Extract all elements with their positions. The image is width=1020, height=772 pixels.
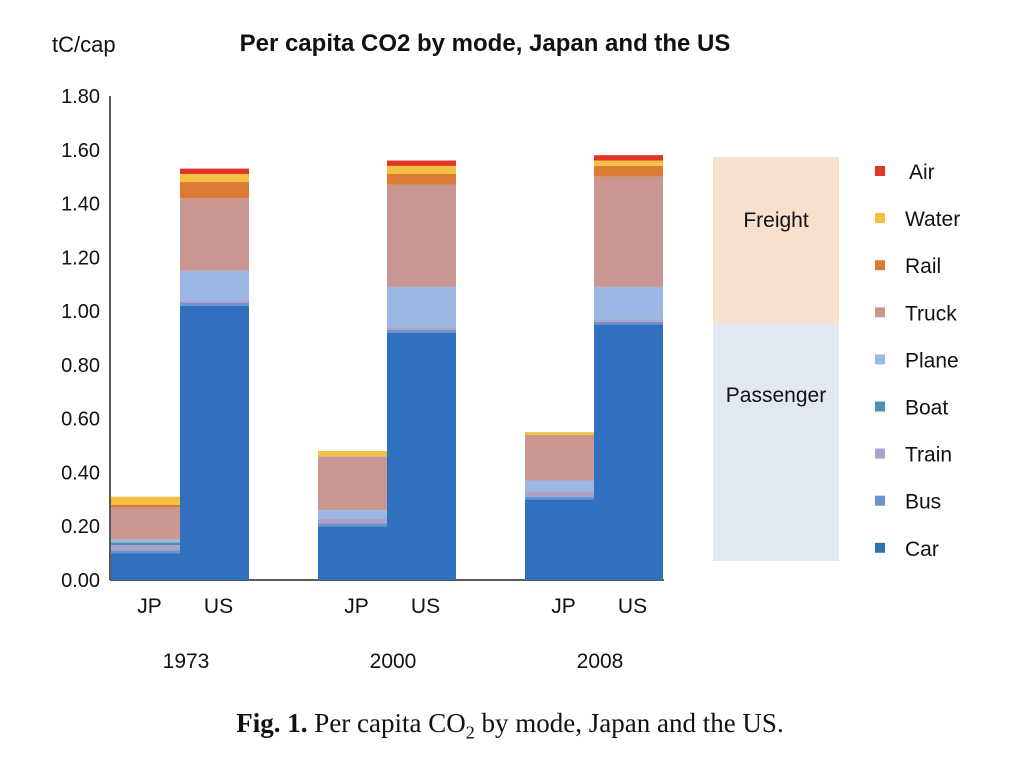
bar-segment-plane-us-1973 bbox=[180, 270, 249, 301]
bar-segment-bus-jp-1973 bbox=[111, 550, 180, 554]
bar-segment-truck-us-1973 bbox=[180, 198, 249, 271]
bar-segment-train-us-2000 bbox=[387, 327, 456, 330]
bar-segment-air-us-1973 bbox=[180, 168, 249, 174]
x-axis-labels: JP US 1973 JP US 2000 JP US 2008 bbox=[137, 595, 647, 673]
bar-segment-car-us-2000 bbox=[387, 332, 456, 580]
bar-segment-water-jp-1973 bbox=[111, 496, 180, 505]
bar-segment-train-jp-2008 bbox=[525, 491, 594, 497]
co2-stacked-bar-chart: tC/cap Per capita CO2 by mode, Japan and… bbox=[52, 30, 960, 673]
bar-segment-air-us-2008 bbox=[594, 155, 663, 161]
bar-segment-bus-jp-2008 bbox=[525, 496, 594, 500]
freight-region bbox=[713, 157, 839, 323]
bar-segment-car-jp-2008 bbox=[525, 499, 594, 580]
x-group-year-label: 2008 bbox=[577, 650, 624, 673]
x-bar-label: JP bbox=[137, 595, 162, 618]
bar-segment-bus-jp-2000 bbox=[318, 523, 387, 527]
bar-segment-train-us-1973 bbox=[180, 300, 249, 304]
bar-segment-rail-jp-1973 bbox=[111, 504, 180, 508]
y-tick-label: 0.40 bbox=[61, 462, 100, 484]
y-axis: 0.00 0.20 0.40 0.60 0.80 1.00 1.20 1.40 1.60 1.80 bbox=[61, 86, 664, 592]
bar-segment-water-jp-2008 bbox=[525, 432, 594, 435]
y-tick-label: 0.60 bbox=[61, 409, 100, 431]
legend-swatch-plane bbox=[875, 354, 885, 365]
bar-segment-plane-jp-2000 bbox=[318, 510, 387, 519]
bar-segment-boat-jp-1973 bbox=[111, 542, 180, 546]
passenger-label: Passenger bbox=[726, 384, 826, 407]
passenger-region bbox=[713, 323, 839, 561]
freight-passenger-box: Freight Passenger bbox=[713, 157, 839, 561]
legend-swatch-train bbox=[875, 448, 885, 459]
legend-swatch-bus bbox=[875, 495, 885, 506]
legend-swatch-water bbox=[875, 213, 885, 224]
bar-segment-car-jp-1973 bbox=[111, 553, 180, 580]
bar-segment-truck-us-2008 bbox=[594, 176, 663, 287]
bar-segment-car-jp-2000 bbox=[318, 526, 387, 580]
bar-segment-plane-us-2008 bbox=[594, 286, 663, 320]
figure-number: Fig. 1. bbox=[236, 708, 308, 738]
caption-text-b: by mode, Japan and the US. bbox=[474, 708, 784, 738]
bar-segment-rail-us-1973 bbox=[180, 182, 249, 199]
y-axis-unit-label: tC/cap bbox=[52, 32, 116, 57]
legend-label-water: Water bbox=[905, 208, 960, 231]
x-group-year-label: 2000 bbox=[370, 650, 417, 673]
bar-segment-water-us-1973 bbox=[180, 173, 249, 183]
y-tick-label: 0.80 bbox=[61, 355, 100, 377]
legend: Air Water Rail Truck Plane Boat Train Bus Car bbox=[875, 161, 960, 561]
bar-segment-water-us-2008 bbox=[594, 160, 663, 166]
bar-segment-plane-jp-1973 bbox=[111, 539, 180, 543]
bar-segment-plane-jp-2008 bbox=[525, 480, 594, 492]
y-tick-label: 0.20 bbox=[61, 516, 100, 538]
bars bbox=[111, 155, 663, 580]
legend-label-air: Air bbox=[909, 161, 935, 184]
bar-segment-train-jp-1973 bbox=[111, 545, 180, 551]
caption-text-a: Per capita CO bbox=[314, 708, 466, 738]
bar-segment-truck-jp-2000 bbox=[318, 456, 387, 511]
bar-segment-car-us-1973 bbox=[180, 305, 249, 580]
y-tick-label: 1.40 bbox=[61, 194, 100, 216]
legend-label-bus: Bus bbox=[905, 491, 941, 514]
y-tick-label: 1.60 bbox=[61, 140, 100, 162]
x-bar-label: US bbox=[618, 595, 647, 618]
legend-swatch-rail bbox=[875, 260, 885, 271]
bar-segment-train-jp-2000 bbox=[318, 518, 387, 524]
legend-swatch-boat bbox=[875, 401, 885, 412]
y-tick-label: 1.20 bbox=[61, 247, 100, 269]
bar-segment-truck-jp-1973 bbox=[111, 507, 180, 540]
caption-subscript: 2 bbox=[465, 722, 475, 743]
y-tick-label: 1.00 bbox=[61, 301, 100, 323]
bar-segment-plane-us-2000 bbox=[387, 286, 456, 328]
legend-label-boat: Boat bbox=[905, 397, 948, 420]
legend-swatch-car bbox=[875, 542, 885, 553]
y-tick-label: 1.80 bbox=[61, 86, 100, 108]
figure-caption: Fig. 1. Per capita CO2 by mode, Japan an… bbox=[0, 708, 1020, 743]
legend-label-plane: Plane bbox=[905, 349, 959, 372]
x-bar-label: US bbox=[411, 595, 440, 618]
bar-segment-car-us-2008 bbox=[594, 324, 663, 580]
y-tick-label: 0.00 bbox=[61, 570, 100, 592]
legend-swatch-air bbox=[875, 166, 885, 176]
bar-segment-bus-us-1973 bbox=[180, 303, 249, 306]
bar-segment-truck-jp-2008 bbox=[525, 434, 594, 481]
x-bar-label: JP bbox=[344, 595, 369, 618]
x-bar-label: JP bbox=[551, 595, 576, 618]
bar-segment-water-jp-2000 bbox=[318, 450, 387, 457]
bar-segment-water-us-2000 bbox=[387, 165, 456, 174]
legend-label-train: Train bbox=[905, 444, 952, 467]
bar-segment-train-us-2008 bbox=[594, 319, 663, 322]
legend-label-truck: Truck bbox=[905, 302, 957, 325]
legend-label-car: Car bbox=[905, 538, 939, 561]
freight-label: Freight bbox=[743, 209, 809, 232]
x-bar-label: US bbox=[204, 595, 233, 618]
bar-segment-bus-us-2008 bbox=[594, 321, 663, 325]
bar-segment-truck-us-2000 bbox=[387, 184, 456, 287]
bar-segment-bus-us-2000 bbox=[387, 329, 456, 333]
x-group-year-label: 1973 bbox=[163, 650, 210, 673]
chart-title: Per capita CO2 by mode, Japan and the US bbox=[240, 30, 731, 57]
bar-segment-rail-us-2000 bbox=[387, 173, 456, 185]
bar-segment-air-us-2000 bbox=[387, 160, 456, 166]
legend-swatch-truck bbox=[875, 307, 885, 318]
legend-label-rail: Rail bbox=[905, 255, 941, 278]
bar-segment-rail-us-2008 bbox=[594, 165, 663, 177]
